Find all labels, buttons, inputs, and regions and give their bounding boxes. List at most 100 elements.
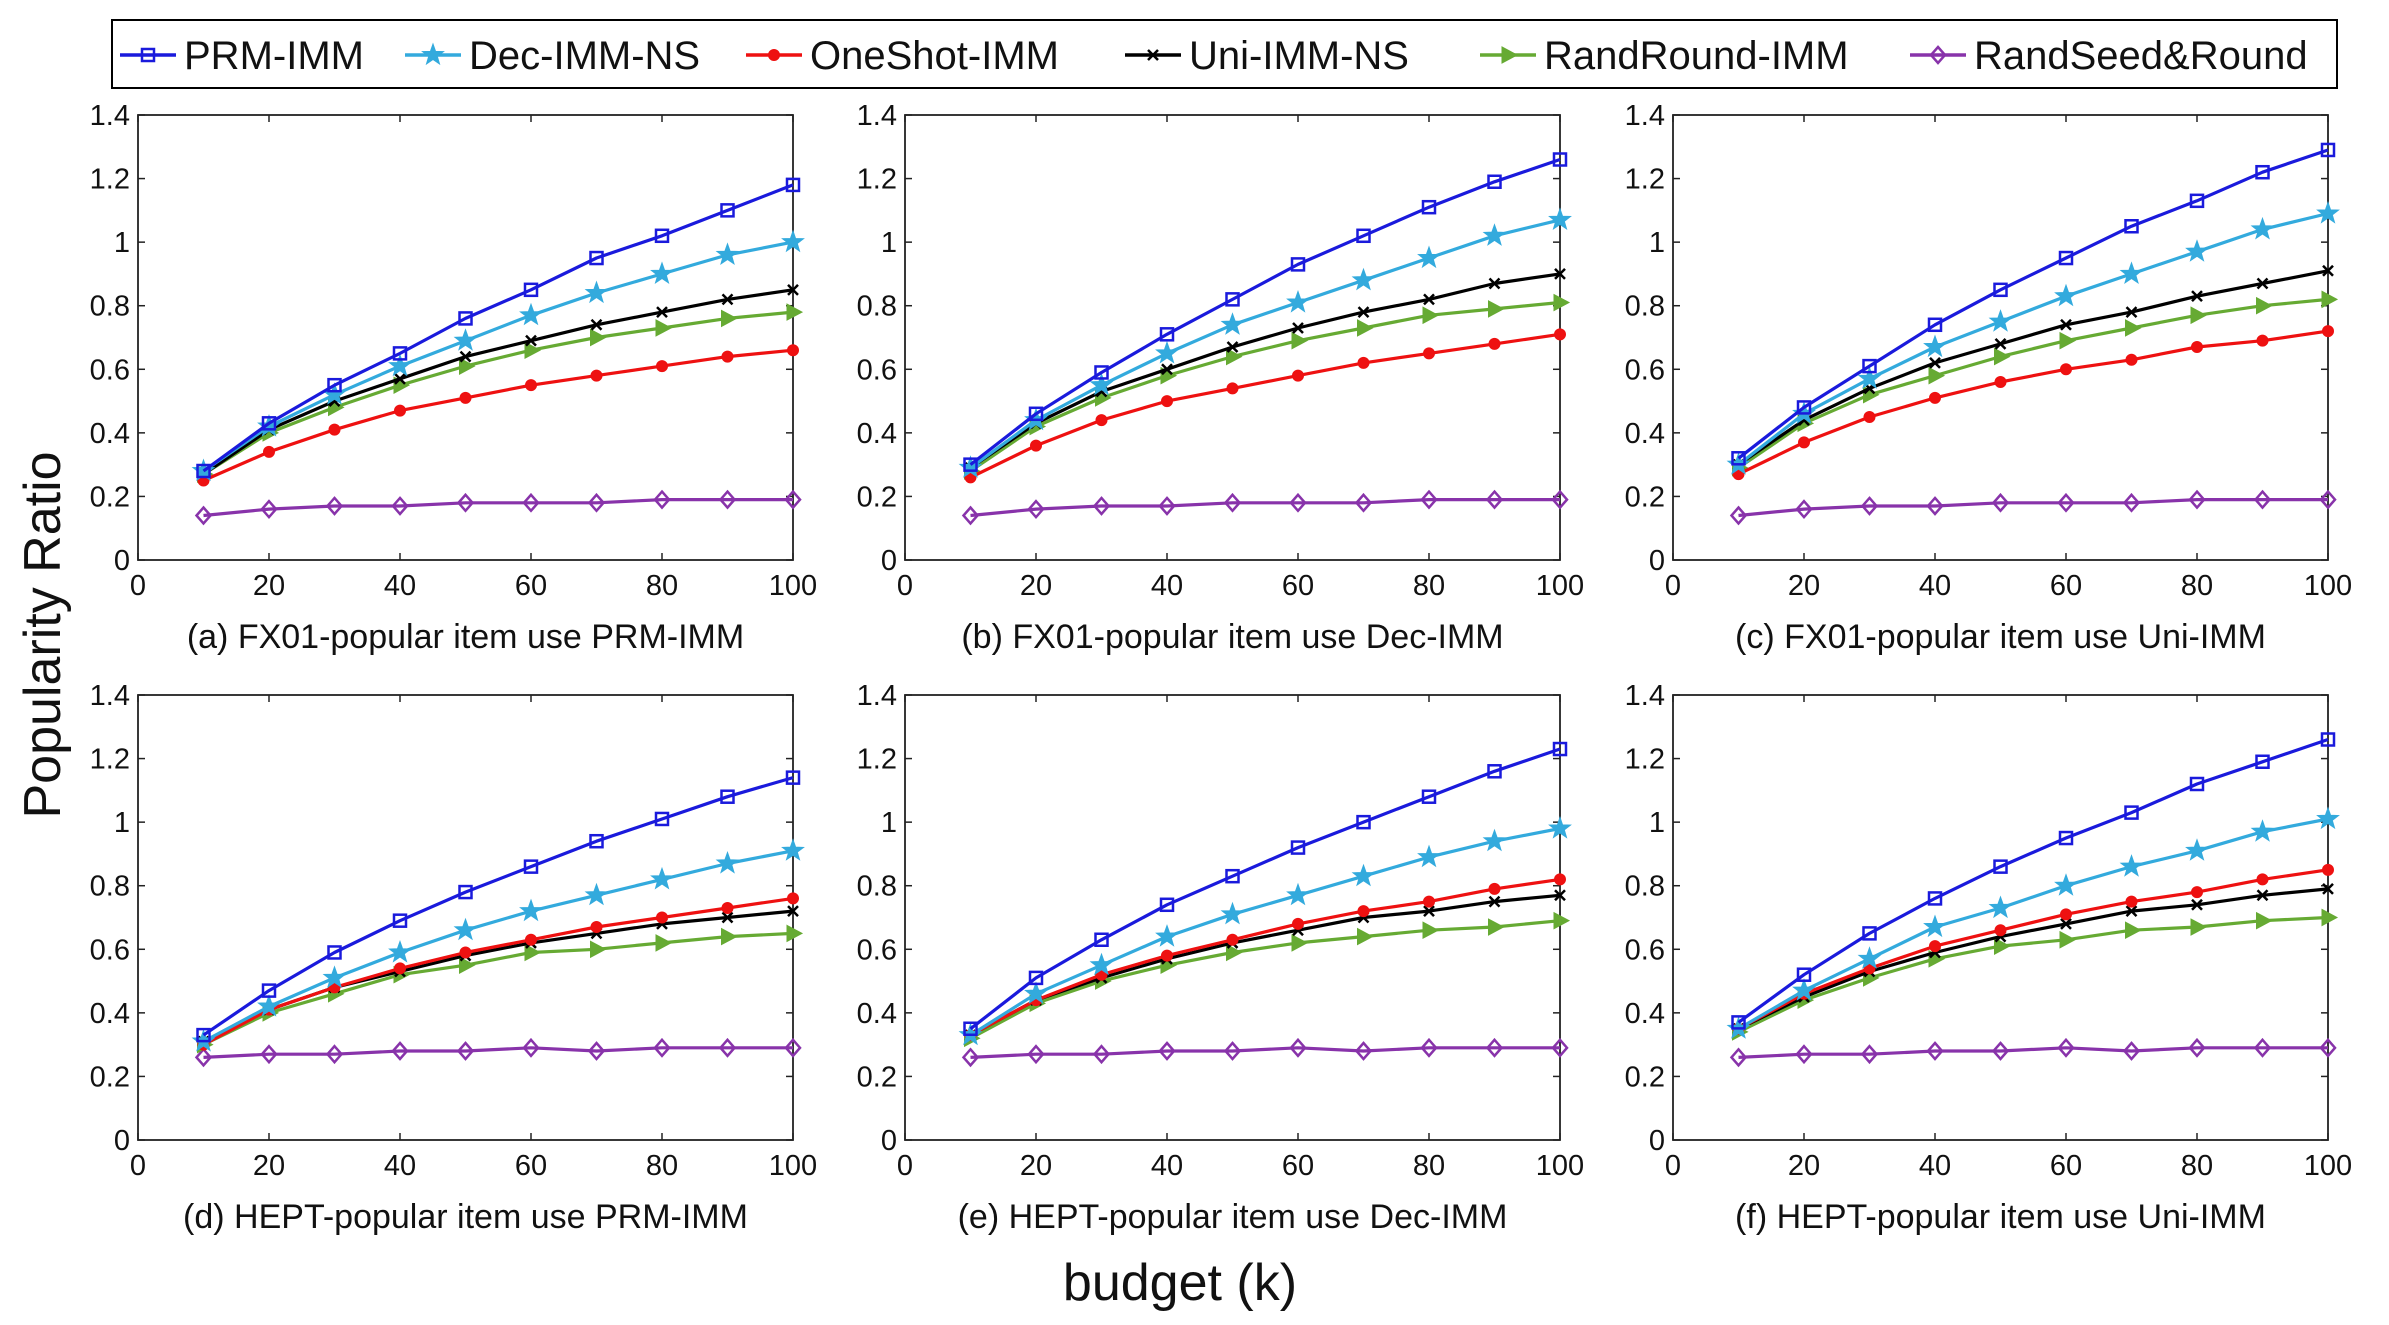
data-point-randseed-and-round bbox=[2319, 489, 2337, 510]
data-point-randround-imm bbox=[1226, 347, 1243, 366]
data-point-dec-imm-ns bbox=[1351, 267, 1376, 291]
data-point-uni-imm-ns bbox=[1357, 306, 1370, 318]
panel-b: 0 0.2 0.4 0.6 0.8 1 1.2 1.4 0 20 40 60 80 100 (b) FX01… bbox=[857, 100, 1585, 656]
data-point-dec-imm-ns bbox=[584, 882, 609, 906]
data-point-dec-imm-ns bbox=[1857, 366, 1882, 389]
data-point-oneshot-imm bbox=[1095, 414, 1108, 427]
data-point-uni-imm-ns bbox=[1161, 363, 1173, 376]
x-tick-label: 60 bbox=[2050, 1150, 2082, 1182]
data-point-randround-imm bbox=[2256, 911, 2273, 930]
data-point-dec-imm-ns bbox=[1089, 952, 1114, 976]
data-point-oneshot-imm bbox=[721, 350, 734, 363]
data-point-dec-imm-ns bbox=[715, 851, 740, 874]
y-tick-label: 1.4 bbox=[857, 680, 897, 712]
data-point-oneshot-imm bbox=[2322, 863, 2334, 876]
data-point-oneshot-imm bbox=[525, 379, 537, 392]
data-point-oneshot-imm bbox=[328, 423, 341, 436]
data-point-uni-imm-ns bbox=[1929, 357, 1941, 369]
data-point-randseed-and-round bbox=[961, 1047, 980, 1068]
data-point-randround-imm bbox=[1553, 293, 1571, 312]
data-point-uni-imm-ns bbox=[787, 905, 799, 918]
x-tick-label: 20 bbox=[253, 1150, 285, 1182]
data-point-oneshot-imm bbox=[1357, 905, 1370, 918]
data-point-randseed-and-round bbox=[1485, 1037, 1504, 1058]
data-point-prm-imm bbox=[1731, 451, 1746, 466]
y-tick-label: 0.8 bbox=[857, 291, 897, 323]
data-point-prm-imm bbox=[1028, 406, 1044, 422]
axes-frame bbox=[1672, 114, 2329, 561]
data-point-uni-imm-ns bbox=[2191, 290, 2203, 303]
data-point-oneshot-imm bbox=[263, 445, 275, 458]
data-point-dec-imm-ns bbox=[257, 413, 281, 437]
data-point-uni-imm-ns bbox=[2060, 318, 2072, 331]
series-line-prm-imm bbox=[969, 157, 1561, 466]
series-line-randseed-and-round bbox=[1738, 498, 2328, 518]
data-point-randseed-and-round bbox=[2057, 1037, 2075, 1058]
data-point-randseed-and-round bbox=[194, 505, 213, 526]
x-tick-label: 40 bbox=[384, 570, 416, 602]
y-tick-label: 0.6 bbox=[857, 934, 897, 966]
data-point-randround-imm bbox=[1928, 366, 1946, 385]
x-tick-label: 60 bbox=[1282, 1150, 1314, 1182]
data-point-randseed-and-round bbox=[718, 1037, 737, 1058]
data-point-randseed-and-round bbox=[1420, 489, 1438, 510]
x-tick-label: 60 bbox=[515, 1150, 547, 1182]
y-tick-label: 0.4 bbox=[1625, 998, 1665, 1030]
data-point-dec-imm-ns bbox=[1792, 978, 1816, 1001]
data-point-oneshot-imm bbox=[1226, 933, 1239, 946]
data-point-prm-imm bbox=[327, 377, 342, 393]
data-point-dec-imm-ns bbox=[1417, 844, 1441, 868]
y-tick-label: 0.4 bbox=[857, 418, 897, 450]
data-point-randseed-and-round bbox=[2188, 489, 2206, 510]
data-point-randseed-and-round bbox=[2122, 1041, 2141, 1061]
data-point-randround-imm bbox=[2321, 290, 2339, 309]
data-point-oneshot-imm bbox=[394, 404, 406, 417]
data-point-randround-imm bbox=[655, 934, 673, 952]
series-line-dec-imm-ns bbox=[1737, 817, 2329, 1031]
data-point-prm-imm bbox=[1796, 967, 1812, 982]
data-point-prm-imm bbox=[1159, 327, 1175, 342]
data-point-oneshot-imm bbox=[459, 946, 472, 959]
data-point-randseed-and-round bbox=[522, 492, 540, 513]
panel-caption: (a) FX01-popular item use PRM-IMM bbox=[187, 618, 744, 656]
x-tick-label: 80 bbox=[1413, 570, 1445, 602]
data-point-oneshot-imm bbox=[1423, 347, 1435, 360]
series-line-oneshot-imm bbox=[969, 877, 1561, 1037]
data-point-dec-imm-ns bbox=[781, 229, 805, 253]
data-point-uni-imm-ns bbox=[1554, 889, 1566, 902]
data-point-oneshot-imm bbox=[2191, 886, 2203, 899]
y-tick-label: 1.4 bbox=[1625, 100, 1665, 132]
panel-a: 0 0.2 0.4 0.6 0.8 1 1.2 1.4 0 20 40 60 80 100 (a) FX01… bbox=[90, 100, 818, 656]
data-point-prm-imm bbox=[1927, 317, 1943, 333]
x-tick-label: 80 bbox=[1413, 1150, 1445, 1182]
data-point-randseed-and-round bbox=[391, 496, 409, 516]
data-point-oneshot-imm bbox=[1554, 873, 1566, 886]
y-tick-label: 0 bbox=[1649, 545, 1665, 577]
data-point-randround-imm bbox=[2059, 930, 2077, 949]
x-tick-label: 60 bbox=[2050, 570, 2082, 602]
data-point-oneshot-imm bbox=[2125, 353, 2138, 366]
x-tick-label: 0 bbox=[897, 1150, 913, 1182]
y-tick-label: 0.4 bbox=[1625, 418, 1665, 450]
panel-d: 0 0.2 0.4 0.6 0.8 1 1.2 1.4 0 20 40 60 80 100 (d) HEPT… bbox=[90, 680, 818, 1236]
series-line-oneshot-imm bbox=[969, 332, 1561, 479]
series-line-dec-imm-ns bbox=[202, 240, 794, 473]
data-point-randseed-and-round bbox=[1420, 1037, 1438, 1058]
y-tick-label: 1.4 bbox=[90, 100, 130, 132]
y-tick-label: 0.8 bbox=[857, 871, 897, 903]
data-point-dec-imm-ns bbox=[1482, 828, 1507, 852]
legend-box bbox=[111, 19, 2338, 89]
data-point-prm-imm bbox=[2058, 250, 2074, 266]
x-tick-label: 40 bbox=[1919, 1150, 1951, 1182]
data-point-randseed-and-round bbox=[260, 1044, 278, 1065]
y-tick-label: 0 bbox=[881, 545, 897, 577]
y-tick-label: 1 bbox=[1649, 807, 1665, 839]
data-point-dec-imm-ns bbox=[1024, 981, 1048, 1004]
data-point-randseed-and-round bbox=[1289, 492, 1307, 513]
y-tick-label: 0.6 bbox=[857, 354, 897, 386]
legend-label-oneshot-imm: OneShot-IMM bbox=[810, 34, 1059, 78]
data-point-oneshot-imm bbox=[590, 369, 603, 382]
x-tick-label: 80 bbox=[646, 570, 678, 602]
data-point-uni-imm-ns bbox=[2191, 898, 2203, 911]
data-point-oneshot-imm bbox=[1292, 917, 1304, 930]
